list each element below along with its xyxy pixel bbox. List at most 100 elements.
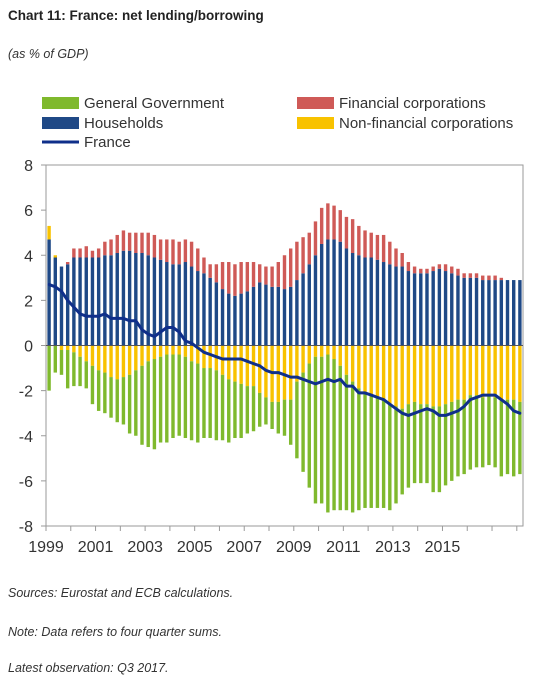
bar-financial-corporations: [270, 266, 274, 287]
bar-households: [357, 255, 361, 346]
bar-households: [332, 239, 336, 346]
bar-general-government: [512, 399, 516, 477]
bar-non-financial-corporations: [375, 345, 380, 398]
bar-financial-corporations: [419, 268, 423, 274]
bar-general-government: [375, 397, 380, 508]
bar-non-financial-corporations: [146, 345, 150, 362]
y-tick-label: 4: [24, 248, 33, 265]
bar-financial-corporations: [313, 221, 318, 256]
bar-non-financial-corporations: [462, 345, 466, 400]
bar-households: [251, 286, 256, 346]
bar-general-government: [233, 381, 237, 439]
bar-non-financial-corporations: [295, 345, 299, 382]
bar-financial-corporations: [78, 248, 82, 258]
bar-non-financial-corporations: [59, 345, 64, 351]
bar-financial-corporations: [171, 239, 175, 265]
bar-financial-corporations: [96, 248, 101, 258]
bar-general-government: [338, 365, 342, 511]
legend-label-general-government: General Government: [84, 95, 225, 112]
bar-non-financial-corporations: [468, 345, 473, 396]
x-tick-label: 2013: [375, 539, 411, 556]
chart-subtitle: (as % of GDP): [8, 47, 89, 61]
bar-non-financial-corporations: [208, 345, 212, 369]
bar-financial-corporations: [183, 239, 188, 263]
bar-non-financial-corporations: [103, 345, 107, 373]
bar-general-government: [115, 379, 119, 423]
bar-general-government: [202, 368, 206, 439]
legend-item-france: France: [42, 134, 131, 151]
bar-non-financial-corporations: [134, 345, 138, 371]
bar-households: [227, 293, 231, 346]
bar-financial-corporations: [165, 239, 169, 263]
bar-general-government: [282, 399, 287, 436]
x-axis: 1999 2001 2003 2005 2007 2009 2011 2013 2015: [28, 526, 518, 556]
bar-households: [307, 264, 311, 346]
bar-non-financial-corporations: [344, 345, 349, 375]
bar-non-financial-corporations: [505, 345, 510, 400]
bar-general-government: [258, 392, 262, 427]
bar-non-financial-corporations: [171, 345, 175, 355]
chart-title: Chart 11: France: net lending/borrowing: [8, 8, 264, 23]
bar-non-financial-corporations: [152, 345, 157, 360]
bar-financial-corporations: [437, 264, 442, 269]
bar-households: [183, 262, 188, 346]
bar-financial-corporations: [251, 262, 256, 287]
bar-financial-corporations: [375, 234, 380, 260]
bar-households: [109, 255, 113, 346]
legend-label-non-financial-corporations: Non-financial corporations: [339, 115, 513, 132]
bar-financial-corporations: [295, 241, 299, 281]
bar-general-government: [121, 377, 126, 425]
bar-financial-corporations: [357, 225, 361, 256]
x-tick-label: 2007: [226, 539, 262, 556]
bar-non-financial-corporations: [65, 345, 70, 351]
bar-general-government: [78, 356, 82, 387]
bar-non-financial-corporations: [233, 345, 237, 382]
bar-households: [468, 277, 473, 346]
bar-households: [239, 293, 243, 346]
bar-households: [103, 255, 107, 346]
bar-non-financial-corporations: [140, 345, 144, 366]
bar-general-government: [59, 350, 64, 375]
bar-non-financial-corporations: [183, 345, 188, 357]
bar-general-government: [103, 372, 107, 414]
bar-non-financial-corporations: [319, 345, 324, 357]
bar-non-financial-corporations: [512, 345, 516, 400]
bar-general-government: [450, 401, 454, 481]
bar-households: [47, 239, 51, 346]
bar-financial-corporations: [208, 264, 212, 278]
bar-general-government: [319, 356, 324, 504]
bar-non-financial-corporations: [481, 345, 485, 398]
bar-general-government: [505, 399, 510, 475]
bar-general-government: [90, 365, 95, 405]
bars: [47, 203, 522, 513]
bar-general-government: [406, 404, 411, 488]
bar-financial-corporations: [394, 248, 398, 267]
bar-households: [344, 248, 349, 346]
bar-financial-corporations: [481, 275, 485, 281]
bar-households: [96, 257, 101, 346]
bar-non-financial-corporations: [419, 345, 423, 405]
bar-general-government: [239, 383, 243, 439]
bar-general-government: [227, 379, 231, 443]
sources-note: Sources: Eurostat and ECB calculations.: [8, 586, 234, 600]
bar-financial-corporations: [425, 268, 429, 274]
x-tick-label: 1999: [28, 539, 64, 556]
bar-non-financial-corporations: [121, 345, 126, 378]
bar-general-government: [357, 388, 361, 511]
bar-non-financial-corporations: [245, 345, 250, 387]
bar-general-government: [208, 368, 212, 439]
bar-households: [270, 286, 274, 346]
bar-non-financial-corporations: [487, 345, 491, 396]
bar-general-government: [443, 404, 448, 486]
bar-financial-corporations: [400, 252, 404, 267]
y-tick-label: 8: [24, 158, 33, 175]
bar-financial-corporations: [388, 241, 392, 265]
y-tick-label: 2: [24, 293, 33, 310]
bar-financial-corporations: [233, 264, 237, 296]
bar-financial-corporations: [109, 239, 113, 256]
bar-households: [518, 280, 522, 346]
bar-households: [431, 271, 435, 346]
bar-households: [350, 252, 355, 346]
bar-households: [450, 273, 454, 346]
legend-label-france: France: [84, 134, 131, 151]
